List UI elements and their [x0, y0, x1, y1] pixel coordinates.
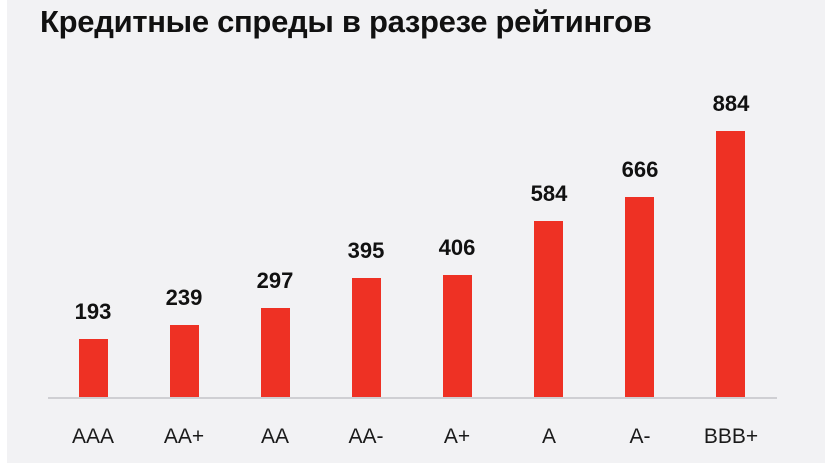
category-label-aa-plus: AA+: [163, 425, 205, 448]
value-label-aaa: 193: [74, 299, 112, 324]
value-label-aa: 297: [256, 268, 294, 293]
category-label-aaa: AAA: [71, 425, 115, 448]
value-label-a-minus: 666: [621, 157, 659, 182]
value-label-aa-plus: 239: [165, 285, 203, 310]
category-label-a-plus: A+: [443, 425, 471, 448]
bar-aa-minus: [352, 278, 381, 397]
bar-a: [534, 221, 563, 397]
bar-bbb-plus: [716, 131, 745, 397]
category-label-a: A: [541, 425, 556, 448]
category-label-a-minus: A-: [629, 425, 651, 448]
chart-panel: [7, 0, 825, 463]
value-label-a: 584: [530, 181, 568, 206]
bar-a-plus: [443, 275, 472, 397]
value-label-bbb-plus: 884: [712, 91, 750, 116]
category-label-aa: AA: [260, 425, 289, 448]
bar-aaa: [79, 339, 108, 397]
x-axis-baseline: [48, 397, 777, 399]
bar-aa: [261, 308, 290, 397]
chart-title: Кредитные спреды в разрезе рейтингов: [40, 4, 652, 39]
value-label-aa-minus: 395: [347, 238, 385, 263]
value-label-a-plus: 406: [438, 235, 476, 260]
bar-aa-plus: [170, 325, 199, 397]
category-label-aa-minus: AA-: [348, 425, 384, 448]
category-label-bbb-plus: BBB+: [703, 425, 759, 448]
bar-a-minus: [625, 197, 654, 397]
